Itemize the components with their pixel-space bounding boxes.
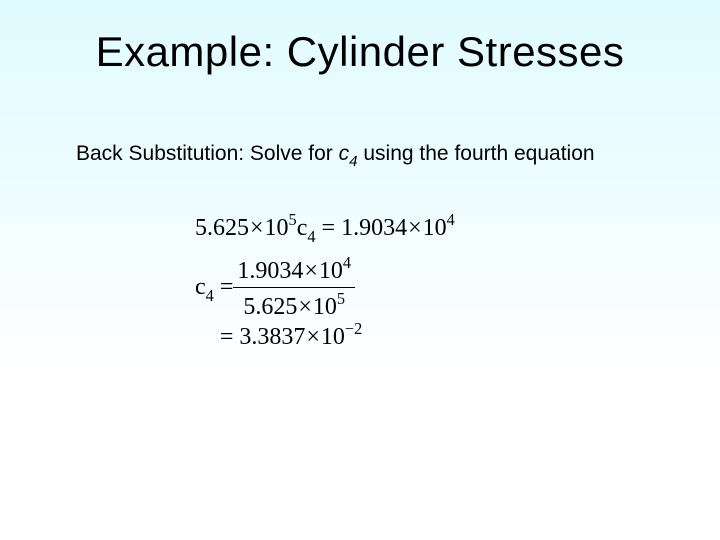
eq1-var-c: c — [297, 215, 308, 241]
eq2-num-exp: 4 — [343, 253, 351, 272]
eq2-num-mult: × — [303, 258, 319, 284]
subtitle-var-c: c — [339, 142, 350, 165]
eq2-lhs-c: c — [195, 274, 206, 300]
eq1-mult-1: × — [249, 215, 265, 241]
slide: Example: Cylinder Stresses Back Substitu… — [0, 0, 720, 540]
subtitle-var-sub: 4 — [349, 153, 357, 170]
slide-subtitle: Back Substitution: Solve for c4 using th… — [76, 142, 595, 169]
eq1-rhs-mantissa: 1.9034 — [341, 215, 407, 241]
subtitle-suffix: using the fourth equation — [358, 142, 595, 165]
slide-title: Example: Cylinder Stresses — [0, 28, 720, 76]
eq2-equals: = — [214, 274, 234, 300]
eq3-exp: −2 — [345, 319, 362, 338]
eq2-denominator: 5.625×105 — [233, 287, 355, 321]
eq1-equals: = — [316, 215, 342, 241]
eq2-numerator: 1.9034×104 — [233, 254, 355, 287]
eq1-var-sub: 4 — [307, 227, 315, 246]
eq3-mantissa: 3.3837 — [239, 324, 305, 350]
eq3-base: 10 — [321, 324, 345, 350]
equation-1: 5.625×105c4 = 1.9034×104 — [195, 211, 455, 246]
eq1-rhs-base: 10 — [423, 215, 447, 241]
eq3-mult: × — [305, 324, 321, 350]
subtitle-prefix: Back Substitution: Solve for — [76, 142, 339, 165]
eq2-lhs-sub: 4 — [206, 286, 214, 305]
eq2-fraction: 1.9034×104 5.625×105 — [233, 254, 355, 321]
eq1-rhs-exp: 4 — [447, 210, 455, 229]
eq3-equals: = — [214, 324, 240, 350]
eq1-coef-base: 10 — [265, 215, 289, 241]
equation-3: c4 = 3.3837×10−2 — [195, 320, 362, 355]
eq2-den-mult: × — [297, 294, 313, 320]
eq2-den-base: 10 — [313, 294, 337, 320]
eq2-den-mantissa: 5.625 — [243, 294, 297, 320]
eq1-coef-mantissa: 5.625 — [195, 215, 249, 241]
equation-2: c4 = 1.9034×104 5.625×105 — [195, 256, 355, 323]
eq2-num-base: 10 — [319, 258, 343, 284]
eq2-den-exp: 5 — [337, 289, 345, 308]
eq2-num-mantissa: 1.9034 — [237, 258, 303, 284]
eq1-coef-exp: 5 — [289, 210, 297, 229]
eq1-mult-2: × — [407, 215, 423, 241]
